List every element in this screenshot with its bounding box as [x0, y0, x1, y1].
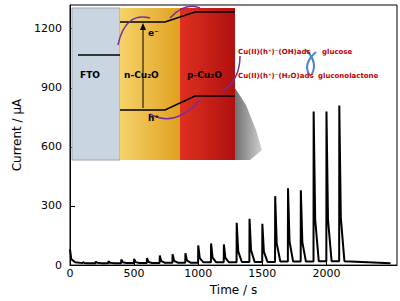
svg-text:0: 0: [55, 259, 62, 272]
svg-text:900: 900: [41, 81, 62, 94]
svg-text:600: 600: [41, 140, 62, 153]
svg-text:1000: 1000: [184, 267, 212, 280]
svg-text:0: 0: [67, 267, 74, 280]
svg-text:300: 300: [41, 199, 62, 212]
svg-text:Cu(II)(h⁺)⁻(OH)ads: Cu(II)(h⁺)⁻(OH)ads: [238, 48, 311, 56]
svg-text:1200: 1200: [34, 22, 62, 35]
svg-text:Cu(II)(h⁺)⁻(H₂O)ads: Cu(II)(h⁺)⁻(H₂O)ads: [238, 72, 314, 80]
svg-text:glucose: glucose: [322, 48, 353, 56]
svg-text:e⁻: e⁻: [148, 28, 159, 38]
svg-text:Current / µA: Current / µA: [10, 98, 24, 171]
svg-text:2000: 2000: [312, 267, 340, 280]
svg-text:gluconolactone: gluconolactone: [318, 72, 379, 80]
svg-text:p-Cu₂O: p-Cu₂O: [187, 70, 222, 80]
svg-text:Time / s: Time / s: [209, 283, 257, 297]
svg-text:1500: 1500: [248, 267, 276, 280]
svg-text:n-Cu₂O: n-Cu₂O: [124, 70, 159, 80]
svg-text:500: 500: [124, 267, 145, 280]
svg-text:h⁺: h⁺: [148, 113, 159, 123]
svg-text:FTO: FTO: [80, 70, 100, 80]
